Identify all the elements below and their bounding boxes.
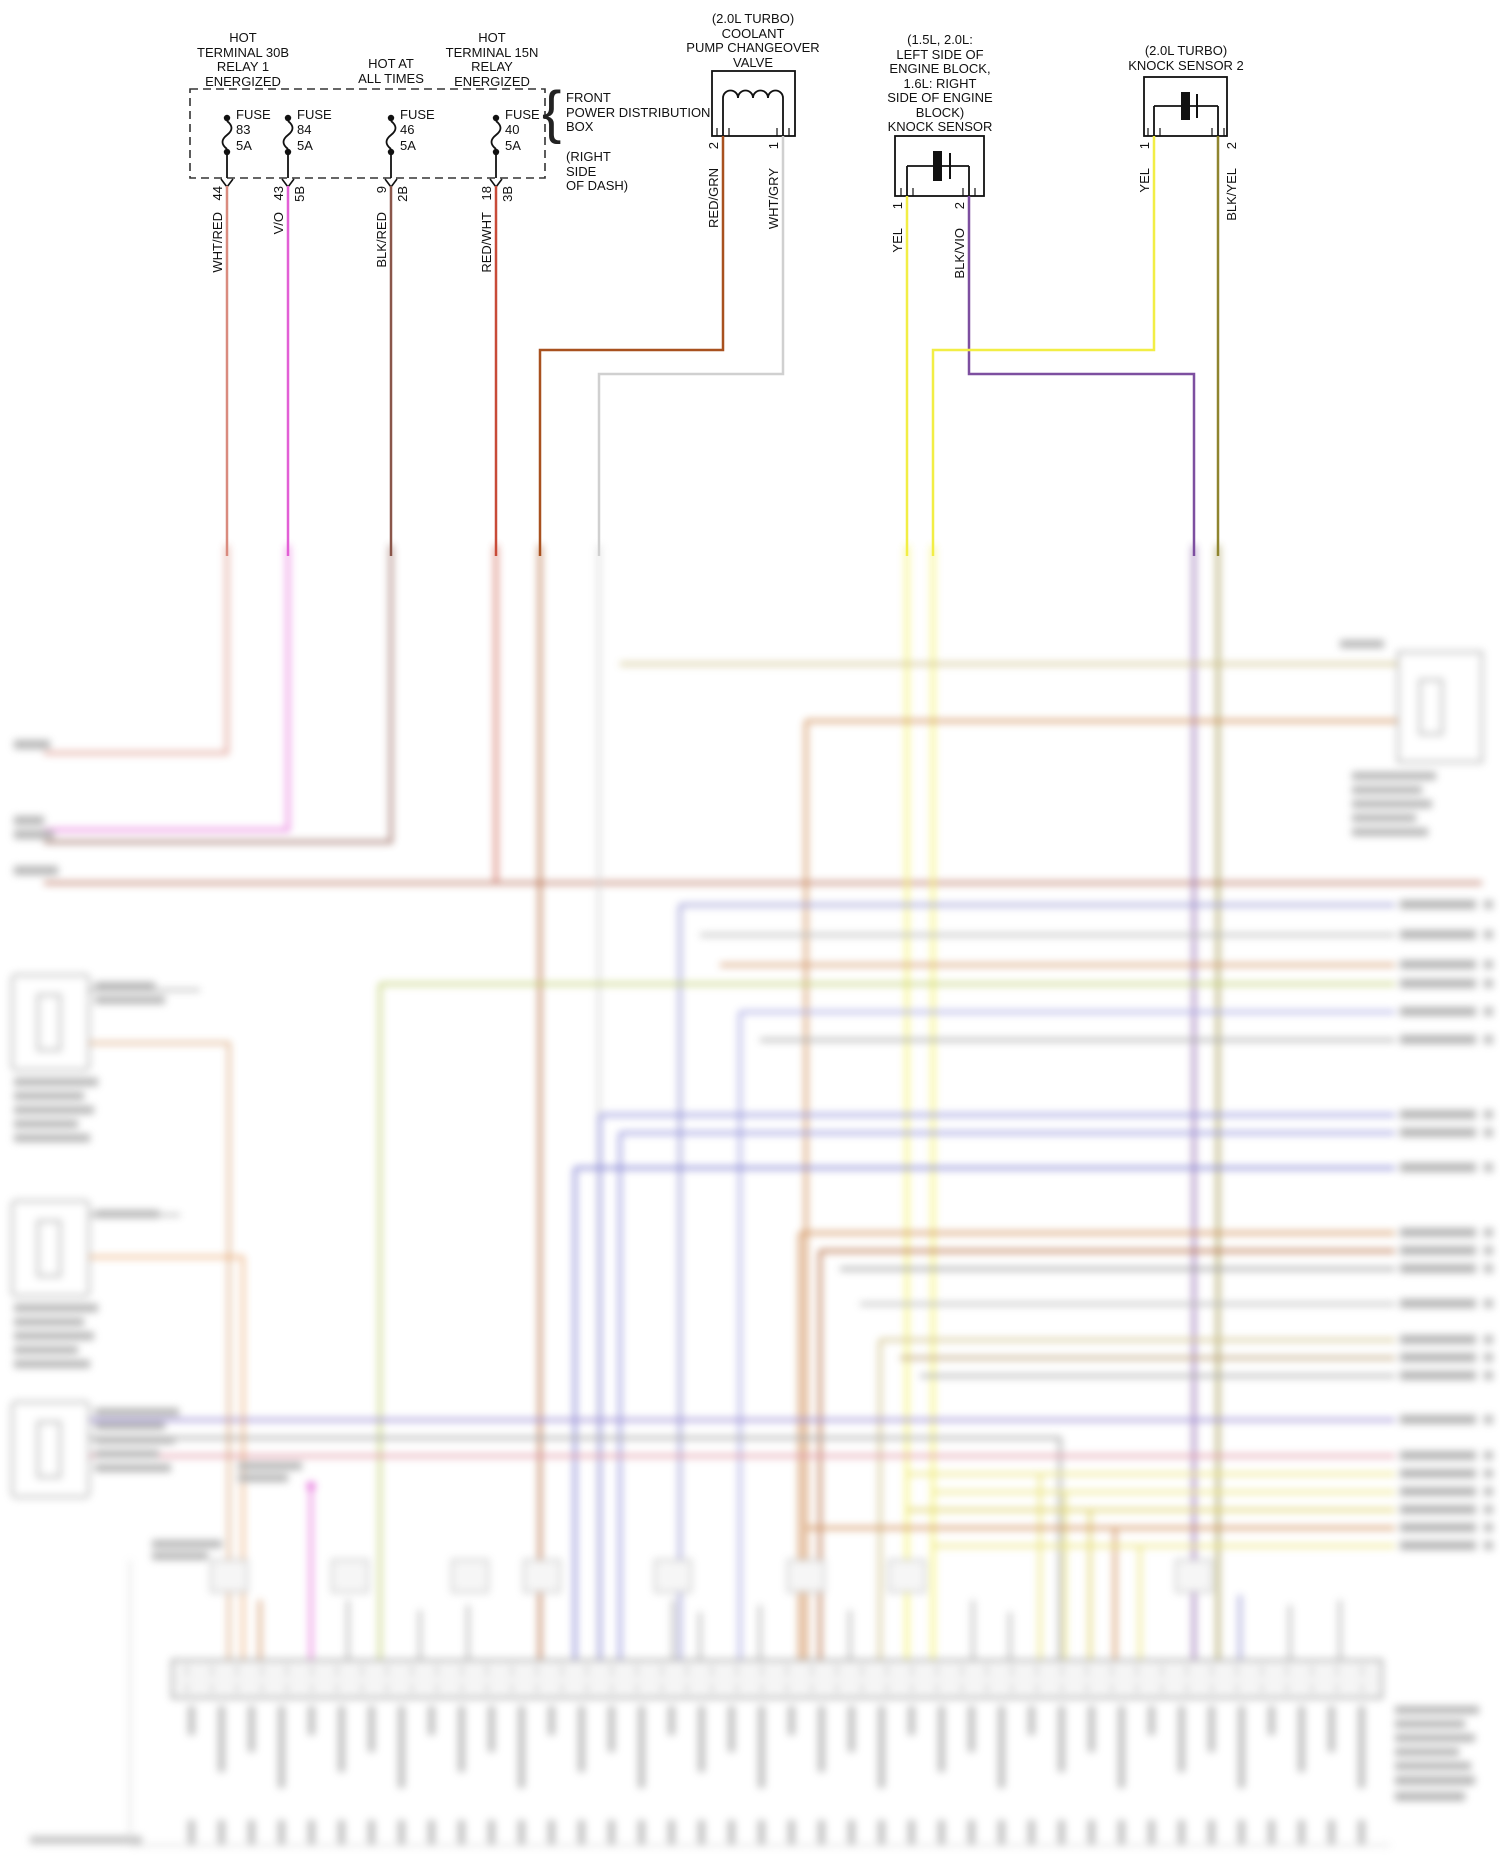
ks2-pin-2-wire: BLK/YEL	[1224, 168, 1239, 221]
fuse-40-label: FUSE 40	[505, 107, 540, 137]
ks2-pin-1-wire: YEL	[1137, 168, 1152, 193]
ks-pin-1-num: 1	[890, 202, 905, 210]
valve-title: (2.0L TURBO) COOLANT PUMP CHANGEOVER VAL…	[686, 11, 820, 70]
valve-pin-1-wire: WHT/GRY	[766, 168, 781, 230]
fuse-84-rating: 5A	[297, 138, 313, 153]
knock-sensor-title: (1.5L, 2.0L: LEFT SIDE OF ENGINE BLOCK, …	[887, 32, 993, 134]
fuse-83-rating: 5A	[236, 138, 252, 153]
wire-44-color-label: WHT/RED	[210, 212, 225, 273]
blurred-frame-line	[129, 1560, 1390, 1846]
wire-43-terminal: 5B	[292, 186, 307, 202]
wire-18-terminal: 3B	[500, 186, 515, 202]
pdb-brace: {	[542, 80, 562, 145]
wire-9-color-label: BLK/RED	[374, 212, 389, 268]
wire-18-pin: 18	[479, 186, 494, 201]
blurred-wires	[44, 545, 1482, 1660]
valve-pin-2-num: 2	[706, 142, 721, 150]
fuse-46-symbol	[384, 114, 398, 189]
fuse-40-rating: 5A	[505, 138, 521, 153]
valve-pin-2-wire: RED/GRN	[706, 168, 721, 228]
wire-yel-ks2	[931, 136, 1156, 556]
fuse-46-rating: 5A	[400, 138, 416, 153]
relay1-label: HOT TERMINAL 30B RELAY 1 ENERGIZED	[197, 30, 289, 89]
blurred-inline-connectors	[210, 1559, 1213, 1593]
fuse-83-symbol	[220, 114, 234, 189]
wire-18-color-label: RED/WHT	[479, 212, 494, 273]
hot-at-all-times-label: HOT AT ALL TIMES	[358, 56, 424, 86]
fuse-46-label: FUSE 46	[400, 107, 435, 137]
blurred-components	[11, 651, 1483, 1660]
ks-pin-1-wire: YEL	[890, 228, 905, 253]
wire-9-pin: 9	[374, 186, 389, 194]
knock-sensor-2-title: (2.0L TURBO) KNOCK SENSOR 2	[1128, 43, 1244, 73]
wire-blk-vio	[967, 196, 1196, 556]
blurred-connector-strip	[171, 1659, 1383, 1844]
wire-wht-gry	[597, 136, 785, 556]
wire-43-color-label: V/O	[271, 212, 286, 235]
fuse-84-label: FUSE 84	[297, 107, 332, 137]
fuse-83-label: FUSE 83	[236, 107, 271, 137]
relay15n-label: HOT TERMINAL 15N RELAY ENERGIZED	[445, 30, 539, 89]
valve-symbol	[711, 70, 796, 137]
ks-pin-2-num: 2	[952, 202, 967, 210]
knock-sensor-2-symbol	[1143, 76, 1228, 137]
ks2-pin-2-num: 2	[1224, 142, 1239, 150]
wire-red-grn	[538, 136, 725, 556]
knock-sensor-symbol	[894, 135, 985, 197]
pdb-name-label: FRONT POWER DISTRIBUTION BOX	[566, 90, 711, 134]
wire-44-pin: 44	[210, 186, 225, 201]
pdb-location-label: (RIGHT SIDE OF DASH)	[566, 149, 629, 193]
valve-pin-1-num: 1	[766, 142, 781, 150]
ks2-pin-1-num: 1	[1137, 142, 1152, 150]
fuse-40-symbol	[489, 114, 503, 189]
wire-43-pin: 43	[271, 186, 286, 201]
wires	[225, 136, 1220, 556]
blurred-row-wires	[89, 903, 1395, 1660]
ks-pin-2-wire: BLK/VIO	[952, 228, 967, 279]
blurred-stubs	[258, 1595, 1342, 1660]
blurred-text-blobs	[14, 640, 1493, 1844]
wire-9-terminal: 2B	[395, 186, 410, 202]
fuse-symbols	[220, 114, 503, 189]
fuse-84-symbol	[281, 114, 295, 189]
